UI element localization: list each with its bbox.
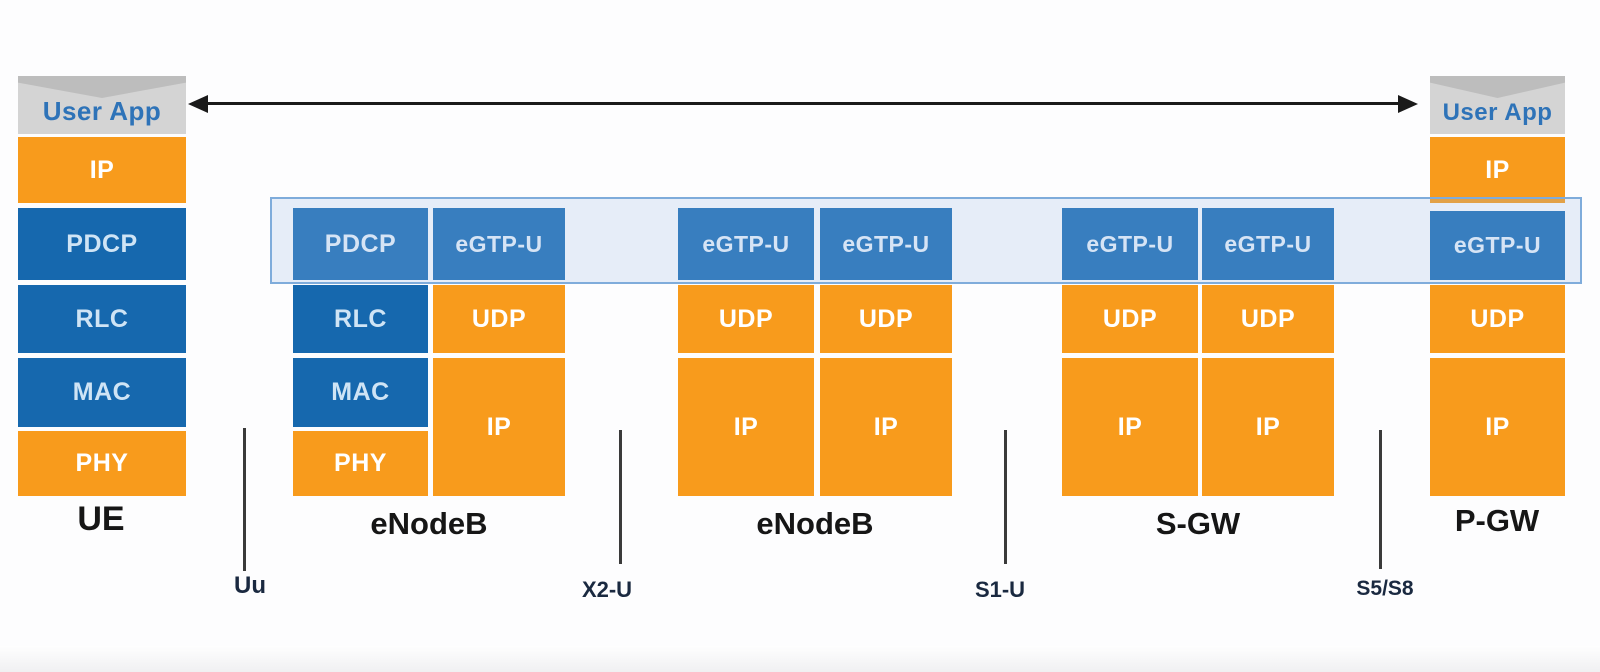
- uu-interface-label: Uu: [234, 572, 266, 599]
- layer-label: UDP: [1102, 304, 1158, 333]
- enb1-layer-ip: IP: [433, 358, 565, 496]
- enb2-node-label: eNodeB: [756, 506, 874, 541]
- sgw-left-egtpu: eGTP-U: [1062, 208, 1198, 280]
- layer-label: IP: [873, 412, 899, 441]
- enb1-layer-udp: UDP: [433, 285, 565, 353]
- layer-label: PHY: [334, 449, 387, 477]
- pgw-node-label: P-GW: [1454, 503, 1540, 538]
- ue-layer-ip: IP: [18, 137, 186, 203]
- sgw-right-egtpu: eGTP-U: [1202, 208, 1334, 280]
- arrow-head-right-icon: [1398, 95, 1418, 113]
- egtpu-highlight-band: [270, 197, 1582, 284]
- bottom-gradient-strip: [0, 646, 1600, 672]
- enb2-right-udp: UDP: [820, 285, 952, 353]
- sgw-node-label: S-GW: [1155, 506, 1241, 541]
- enb2-left-ip: IP: [678, 358, 814, 496]
- s1u-interface-line: [1004, 430, 1007, 564]
- enb1-layer-mac: MAC: [293, 358, 428, 427]
- layer-label: User App: [1442, 99, 1553, 126]
- enb1-node-label: eNodeB: [370, 506, 488, 541]
- arrow-head-left-icon: [188, 95, 208, 113]
- layer-label: IP: [486, 412, 512, 441]
- enb1-layer-rlc: RLC: [293, 285, 428, 353]
- ue-layer-rlc: RLC: [18, 285, 186, 353]
- layer-label: User App: [42, 96, 162, 126]
- layer-label: PDCP: [66, 229, 138, 258]
- layer-label: MAC: [72, 378, 132, 406]
- layer-label: PHY: [75, 449, 129, 477]
- sgw-left-ip: IP: [1062, 358, 1198, 496]
- layer-label: IP: [1485, 412, 1510, 441]
- sgw-right-udp: UDP: [1202, 285, 1334, 353]
- enb2-left-egtpu: eGTP-U: [678, 208, 814, 280]
- layer-label: MAC: [331, 378, 390, 406]
- layer-label: UDP: [1240, 304, 1296, 333]
- layer-label: eGTP-U: [455, 230, 543, 257]
- layer-label: IP: [1485, 155, 1510, 184]
- ue-node-label: UE: [77, 500, 125, 538]
- layer-label: eGTP-U: [1086, 230, 1174, 257]
- layer-label: IP: [1255, 412, 1281, 441]
- layer-label: IP: [1117, 412, 1143, 441]
- pgw-layer-ip-lower: IP: [1430, 358, 1565, 496]
- enb1-layer-phy: PHY: [293, 431, 428, 496]
- enb2-right-egtpu: eGTP-U: [820, 208, 952, 280]
- sgw-right-ip: IP: [1202, 358, 1334, 496]
- layer-label: IP: [89, 155, 115, 184]
- x2u-interface-line: [619, 430, 622, 564]
- enb1-layer-egtpu: eGTP-U: [433, 208, 565, 280]
- layer-label: eGTP-U: [702, 230, 790, 257]
- layer-label: eGTP-U: [1453, 232, 1542, 258]
- ue-layer-pdcp: PDCP: [18, 208, 186, 280]
- layer-label: UDP: [471, 304, 527, 333]
- sgw-left-udp: UDP: [1062, 285, 1198, 353]
- s1u-interface-label: S1-U: [974, 577, 1026, 602]
- layer-label: IP: [733, 412, 759, 441]
- x2u-interface-label: X2-U: [581, 577, 633, 602]
- end-to-end-arrow-line: [206, 102, 1400, 105]
- pgw-layer-user-app: User App: [1430, 76, 1565, 134]
- uu-interface-line: [243, 428, 246, 571]
- pgw-layer-egtpu: eGTP-U: [1430, 211, 1565, 280]
- layer-label: PDCP: [324, 229, 397, 258]
- layer-label: RLC: [75, 304, 129, 333]
- ue-layer-user-app: User App: [18, 76, 186, 134]
- s5s8-interface-line: [1379, 430, 1382, 569]
- layer-label: UDP: [718, 304, 774, 333]
- ue-layer-phy: PHY: [18, 431, 186, 496]
- layer-label: UDP: [858, 304, 914, 333]
- s5s8-interface-label: S5/S8: [1356, 577, 1414, 600]
- layer-label: eGTP-U: [842, 230, 930, 257]
- layer-label: RLC: [334, 304, 387, 333]
- layer-label: eGTP-U: [1224, 230, 1312, 257]
- enb1-layer-pdcp: PDCP: [293, 208, 428, 280]
- pgw-layer-udp: UDP: [1430, 285, 1565, 353]
- layer-label: UDP: [1470, 304, 1525, 333]
- enb2-right-ip: IP: [820, 358, 952, 496]
- ue-layer-mac: MAC: [18, 358, 186, 427]
- enb2-left-udp: UDP: [678, 285, 814, 353]
- pgw-layer-ip-upper: IP: [1430, 137, 1565, 203]
